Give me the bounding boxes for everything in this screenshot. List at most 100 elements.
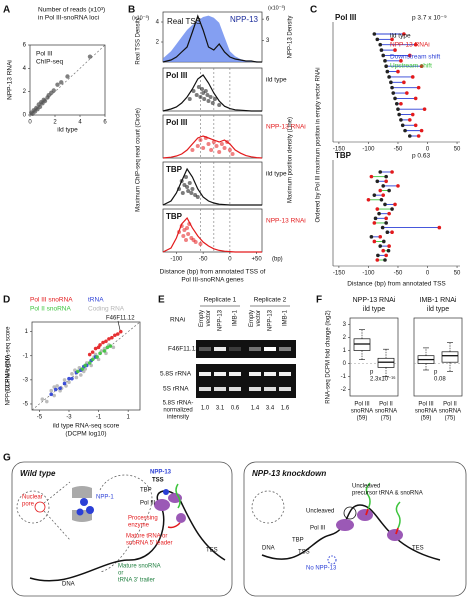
label: ild type	[266, 77, 287, 84]
point	[384, 64, 388, 69]
point	[399, 118, 403, 122]
point	[101, 340, 105, 345]
label: Pol III	[418, 402, 434, 408]
point	[396, 69, 400, 74]
point	[378, 244, 383, 248]
point	[396, 107, 400, 111]
point	[422, 107, 427, 111]
point	[44, 399, 49, 404]
label: Pol III	[354, 402, 370, 408]
zoom-lines	[99, 474, 153, 573]
x-tick-label: -5	[37, 415, 43, 421]
point	[419, 64, 424, 69]
point	[79, 373, 83, 377]
point	[118, 329, 123, 334]
label: vector	[206, 310, 212, 326]
nucleus	[16, 490, 50, 524]
point	[76, 369, 80, 374]
label: NPP-13 Density	[288, 16, 294, 59]
label: Empty	[249, 310, 255, 327]
label: normalized	[163, 408, 192, 414]
y-tick-label: 4	[23, 66, 27, 72]
label: Distance (bp) from annotated TSS of	[160, 269, 266, 276]
label: 1.6	[281, 406, 290, 412]
x-tick-label: -50	[394, 271, 403, 277]
panel-letter: E	[158, 295, 165, 306]
point	[206, 142, 211, 146]
npp	[86, 506, 94, 514]
point	[202, 97, 207, 101]
point	[51, 88, 56, 93]
label: Uncleaved	[352, 484, 380, 490]
label: 3.1	[216, 406, 225, 412]
point	[95, 355, 99, 359]
point	[381, 53, 386, 58]
point	[375, 179, 380, 184]
point	[394, 101, 399, 106]
point	[80, 367, 85, 371]
point	[391, 91, 396, 95]
point	[187, 97, 192, 101]
point	[437, 225, 442, 230]
y-tick-label: 0	[23, 113, 27, 119]
density-line	[162, 135, 263, 159]
point	[372, 239, 377, 244]
point	[413, 42, 418, 47]
label: pore	[22, 502, 35, 508]
point	[384, 179, 388, 184]
point	[382, 239, 386, 244]
label: Pol III	[166, 71, 187, 80]
label: ild type	[363, 306, 385, 313]
density-line	[162, 167, 262, 206]
label: in Pol III-snoRNA loci	[38, 15, 99, 22]
point	[372, 32, 377, 36]
label: (59)	[357, 416, 368, 422]
point	[416, 134, 421, 138]
band	[249, 372, 261, 376]
point	[389, 80, 393, 85]
point	[375, 37, 380, 42]
panel-letter: C	[310, 5, 317, 16]
label: Mature snoRNA	[118, 564, 161, 570]
point	[393, 96, 397, 101]
point	[413, 123, 418, 128]
point	[390, 230, 394, 235]
label: (75)	[381, 416, 392, 422]
annotation-arrow	[117, 320, 121, 331]
point	[203, 89, 208, 93]
label: TBP	[335, 151, 352, 160]
y-tick-label: 6	[23, 43, 27, 49]
panel-letter: F	[316, 295, 322, 306]
point	[209, 148, 214, 152]
point	[52, 393, 56, 398]
y-tick-label: 1	[25, 329, 29, 335]
point	[390, 170, 394, 174]
x-tick-label: -50	[199, 257, 208, 263]
label: NPP-13 RNAi	[7, 60, 14, 100]
label: vector	[256, 310, 262, 326]
band	[249, 347, 261, 351]
point	[200, 87, 205, 91]
point	[40, 397, 45, 401]
label: ild type	[427, 306, 449, 313]
y-tick-label: -3	[23, 377, 29, 383]
x-tick-label: 1	[126, 415, 130, 421]
plot-frame	[162, 114, 263, 159]
point	[206, 99, 211, 103]
point	[187, 181, 192, 185]
box	[11, 461, 233, 597]
point	[186, 232, 191, 236]
zoom-lines	[43, 481, 71, 541]
point	[193, 240, 198, 244]
point	[387, 211, 391, 216]
panel-letter: B	[128, 5, 135, 16]
label: snoRNA	[375, 409, 397, 415]
label: Pol II	[379, 402, 393, 408]
point	[387, 75, 391, 79]
point	[74, 375, 79, 380]
label: IMB-1	[283, 309, 289, 326]
label: p 0.63	[412, 153, 430, 160]
point	[196, 85, 201, 89]
point	[98, 351, 102, 356]
point	[191, 89, 196, 93]
